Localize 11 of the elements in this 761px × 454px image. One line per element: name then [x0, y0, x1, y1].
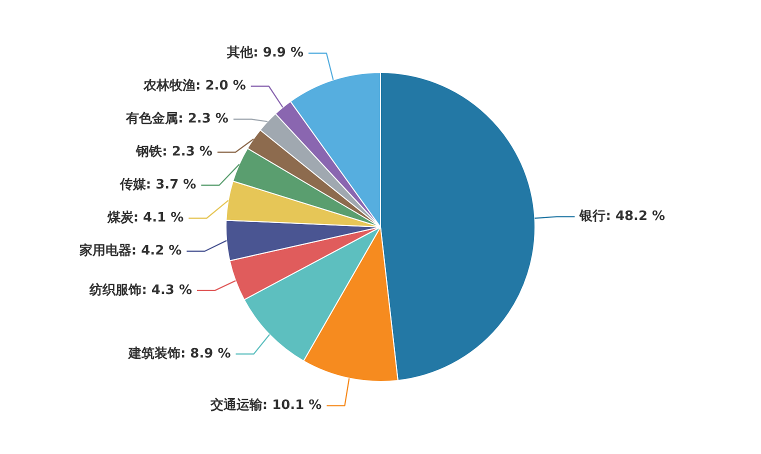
slice-label: 农林牧渔: 2.0 %	[142, 78, 246, 94]
slice-label: 交通运输: 10.1 %	[209, 397, 322, 414]
slice-label: 纺织服饰: 4.3 %	[88, 282, 192, 298]
slice-label: 钢铁: 2.3 %	[135, 144, 212, 160]
slice-label: 其他: 9.9 %	[226, 46, 304, 61]
slice-label: 建筑装饰: 8.9 %	[127, 346, 231, 362]
slice-label: 传媒: 3.7 %	[118, 178, 196, 193]
slice-label: 银行: 48.2 %	[578, 209, 666, 224]
slice-label: 有色金属: 2.3 %	[125, 112, 228, 127]
slice-label: 煤炭: 4.1 %	[106, 210, 184, 226]
slice-label: 家用电器: 4.2 %	[78, 242, 182, 259]
